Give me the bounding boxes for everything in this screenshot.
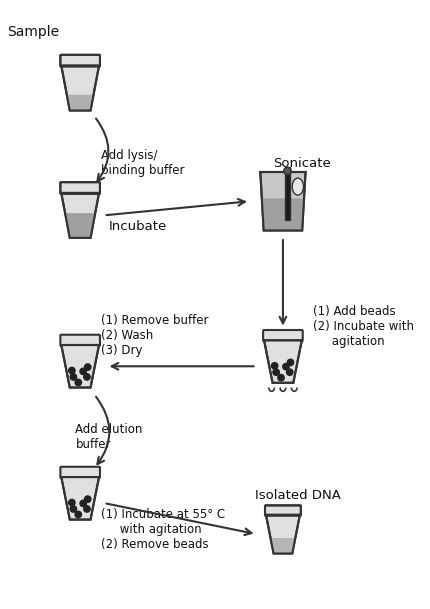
- Text: Incubate: Incubate: [108, 220, 167, 233]
- Polygon shape: [61, 477, 99, 519]
- Polygon shape: [264, 340, 302, 383]
- Polygon shape: [260, 172, 306, 230]
- Circle shape: [75, 512, 81, 518]
- Text: Sample: Sample: [8, 25, 60, 39]
- Circle shape: [286, 369, 293, 375]
- Ellipse shape: [292, 178, 304, 195]
- Ellipse shape: [284, 167, 291, 175]
- Circle shape: [271, 362, 278, 369]
- FancyBboxPatch shape: [263, 330, 303, 341]
- Polygon shape: [266, 515, 300, 554]
- Polygon shape: [270, 538, 295, 554]
- Circle shape: [84, 505, 90, 512]
- Circle shape: [278, 375, 284, 381]
- Circle shape: [80, 368, 86, 375]
- Polygon shape: [65, 213, 95, 238]
- Circle shape: [273, 369, 280, 375]
- Circle shape: [283, 364, 289, 370]
- Polygon shape: [67, 95, 93, 110]
- Bar: [285, 167, 290, 220]
- Text: Add lysis/
binding buffer: Add lysis/ binding buffer: [101, 149, 184, 177]
- Polygon shape: [262, 199, 304, 230]
- Text: (1) Add beads
(2) Incubate with
     agitation: (1) Add beads (2) Incubate with agitatio…: [313, 305, 414, 348]
- Text: Sonicate: Sonicate: [273, 157, 331, 170]
- Circle shape: [70, 505, 77, 512]
- Circle shape: [70, 374, 77, 380]
- Circle shape: [84, 374, 90, 380]
- Text: (1) Remove buffer
(2) Wash
(3) Dry: (1) Remove buffer (2) Wash (3) Dry: [101, 314, 209, 357]
- FancyBboxPatch shape: [60, 335, 100, 346]
- Circle shape: [69, 367, 75, 374]
- Polygon shape: [61, 66, 99, 110]
- FancyBboxPatch shape: [60, 55, 100, 66]
- Circle shape: [75, 379, 81, 385]
- Circle shape: [85, 496, 91, 502]
- FancyBboxPatch shape: [60, 182, 100, 194]
- Circle shape: [287, 359, 294, 365]
- Circle shape: [69, 499, 75, 505]
- Circle shape: [80, 500, 86, 507]
- Polygon shape: [61, 193, 99, 238]
- FancyBboxPatch shape: [60, 466, 100, 478]
- Text: (1) Incubate at 55° C
     with agitation
(2) Remove beads: (1) Incubate at 55° C with agitation (2)…: [101, 508, 225, 551]
- Circle shape: [85, 364, 91, 370]
- Text: Add elution
buffer: Add elution buffer: [75, 423, 143, 451]
- Polygon shape: [61, 345, 99, 387]
- Text: Isolated DNA: Isolated DNA: [255, 489, 341, 502]
- FancyBboxPatch shape: [265, 505, 301, 516]
